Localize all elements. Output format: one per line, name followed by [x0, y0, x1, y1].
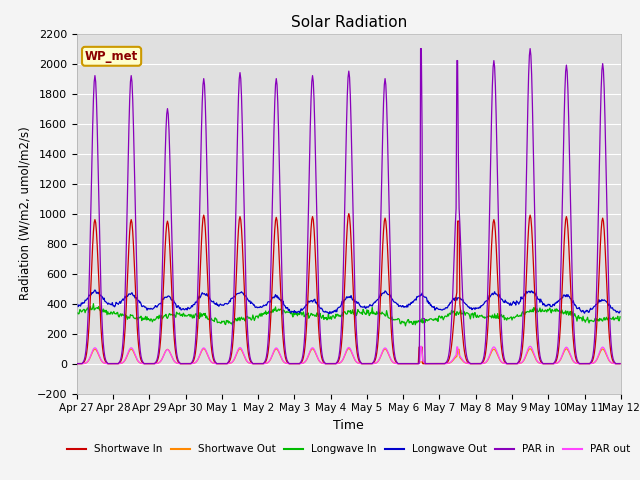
Legend: Shortwave In, Shortwave Out, Longwave In, Longwave Out, PAR in, PAR out: Shortwave In, Shortwave Out, Longwave In…: [63, 440, 635, 458]
Y-axis label: Radiation (W/m2, umol/m2/s): Radiation (W/m2, umol/m2/s): [18, 127, 31, 300]
X-axis label: Time: Time: [333, 419, 364, 432]
Title: Solar Radiation: Solar Radiation: [291, 15, 407, 30]
Text: WP_met: WP_met: [85, 50, 138, 63]
